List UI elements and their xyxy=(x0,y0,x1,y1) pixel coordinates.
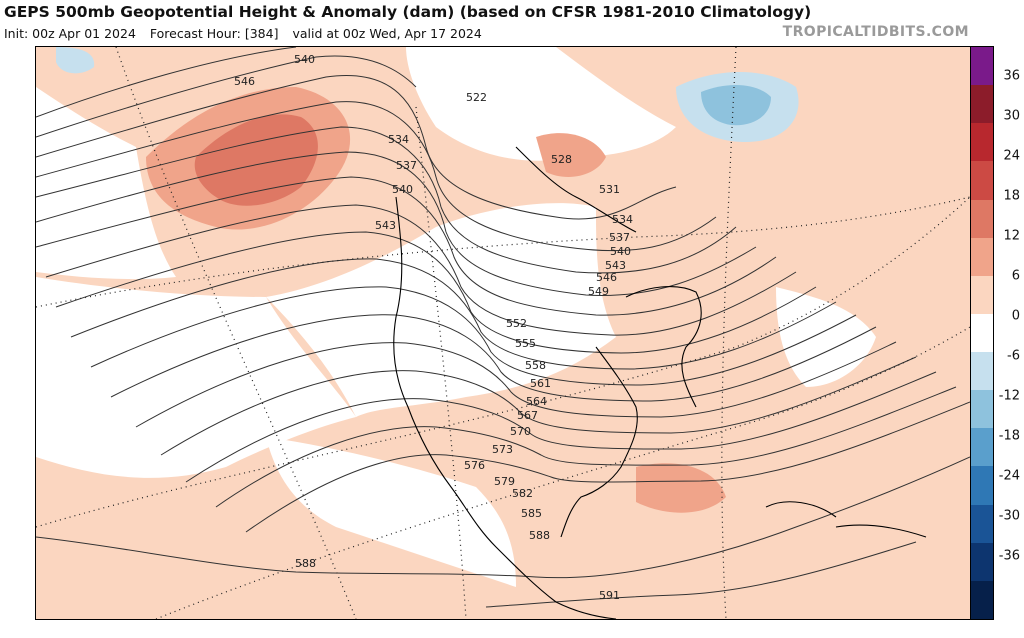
contour-label: 573 xyxy=(492,443,513,456)
colorbar-tick-label: 18 xyxy=(1003,188,1020,204)
neutral-anomaly-areas xyxy=(36,47,876,587)
contour-label: 567 xyxy=(517,409,538,422)
contour-label: 585 xyxy=(521,507,542,520)
contour-label: 540 xyxy=(610,245,631,258)
colorbar-tick-label: -36 xyxy=(998,548,1020,564)
colorbar-tick-label: 30 xyxy=(1003,108,1020,124)
colorbar-swatch xyxy=(971,352,993,391)
contour-label: 543 xyxy=(375,219,396,232)
height-contours xyxy=(36,47,970,608)
colorbar-swatch xyxy=(971,199,993,239)
contour-label: 540 xyxy=(294,53,315,66)
forecast-hour: Forecast Hour: [384] xyxy=(149,26,279,41)
map-subtitle: Init: 00z Apr 01 2024 Forecast Hour: [38… xyxy=(4,26,492,41)
contour-label: 579 xyxy=(494,475,515,488)
contour-label: 528 xyxy=(551,153,572,166)
colorbar-tick-label: -24 xyxy=(998,468,1020,484)
negative-anomaly xyxy=(56,47,799,142)
contour-label: 570 xyxy=(510,425,531,438)
contour-labels: 540 546 522 534 537 540 543 528 531 534 537 540 543 5… xyxy=(36,47,970,619)
colorbar-swatch xyxy=(971,123,993,162)
colorbar-swatch xyxy=(971,161,993,201)
site-watermark: TROPICALTIDBITS.COM xyxy=(782,24,969,40)
contour-label: 543 xyxy=(605,259,626,272)
coastlines xyxy=(393,146,927,619)
contour-label: 588 xyxy=(295,557,316,570)
colorbar-swatch xyxy=(971,466,993,506)
contour-label: 591 xyxy=(599,589,620,602)
contour-label: 552 xyxy=(506,317,527,330)
contour-label: 534 xyxy=(612,213,633,226)
contour-label: 561 xyxy=(530,377,551,390)
colorbar-swatch xyxy=(971,580,993,620)
colorbar-tick-label: 36 xyxy=(1003,68,1020,84)
contour-label: 522 xyxy=(466,91,487,104)
contour-label: 546 xyxy=(234,75,255,88)
contour-label: 540 xyxy=(392,183,413,196)
colorbar-tick-label: -6 xyxy=(1007,348,1020,364)
colorbar-swatch xyxy=(971,85,993,124)
init-time: Init: 00z Apr 01 2024 xyxy=(4,26,136,41)
colorbar-swatch xyxy=(971,275,993,315)
contour-label: 537 xyxy=(396,159,417,172)
colorbar-swatch xyxy=(971,313,993,353)
colorbar-tick-label: -30 xyxy=(998,508,1020,524)
contour-label: 531 xyxy=(599,183,620,196)
colorbar-tick-label: 24 xyxy=(1003,148,1020,164)
colorbar-swatch xyxy=(971,428,993,467)
map-canvas xyxy=(36,47,970,619)
valid-time: valid at 00z Wed, Apr 17 2024 xyxy=(292,26,482,41)
map-title: GEPS 500mb Geopotential Height & Anomaly… xyxy=(4,3,812,21)
anomaly-colorbar xyxy=(970,46,994,620)
colorbar-swatch xyxy=(971,47,993,86)
contour-label: 537 xyxy=(609,231,630,244)
colorbar-swatch xyxy=(971,542,993,582)
contour-label: 582 xyxy=(512,487,533,500)
contour-label: 546 xyxy=(596,271,617,284)
colorbar-labels: 36 30 24 18 12 6 0 -6 -12 -18 -24 -30 -36 xyxy=(994,46,1024,618)
contour-label: 564 xyxy=(526,395,547,408)
contour-label: 549 xyxy=(588,285,609,298)
contour-label: 588 xyxy=(529,529,550,542)
colorbar-tick-label: 0 xyxy=(1011,308,1020,324)
colorbar-tick-label: -12 xyxy=(998,388,1020,404)
contour-label: 555 xyxy=(515,337,536,350)
contour-label: 558 xyxy=(525,359,546,372)
anomaly-map[interactable]: 540 546 522 534 537 540 543 528 531 534 537 540 543 5… xyxy=(35,46,971,620)
colorbar-swatch xyxy=(971,237,993,277)
colorbar-tick-label: 12 xyxy=(1003,228,1020,244)
colorbar-tick-label: 6 xyxy=(1011,268,1020,284)
contour-label: 576 xyxy=(464,459,485,472)
graticule xyxy=(36,47,970,619)
colorbar-swatch xyxy=(971,390,993,429)
colorbar-tick-label: -18 xyxy=(998,428,1020,444)
colorbar-swatch xyxy=(971,504,993,544)
strong-positive-anomaly xyxy=(146,87,726,513)
contour-label: 534 xyxy=(388,133,409,146)
